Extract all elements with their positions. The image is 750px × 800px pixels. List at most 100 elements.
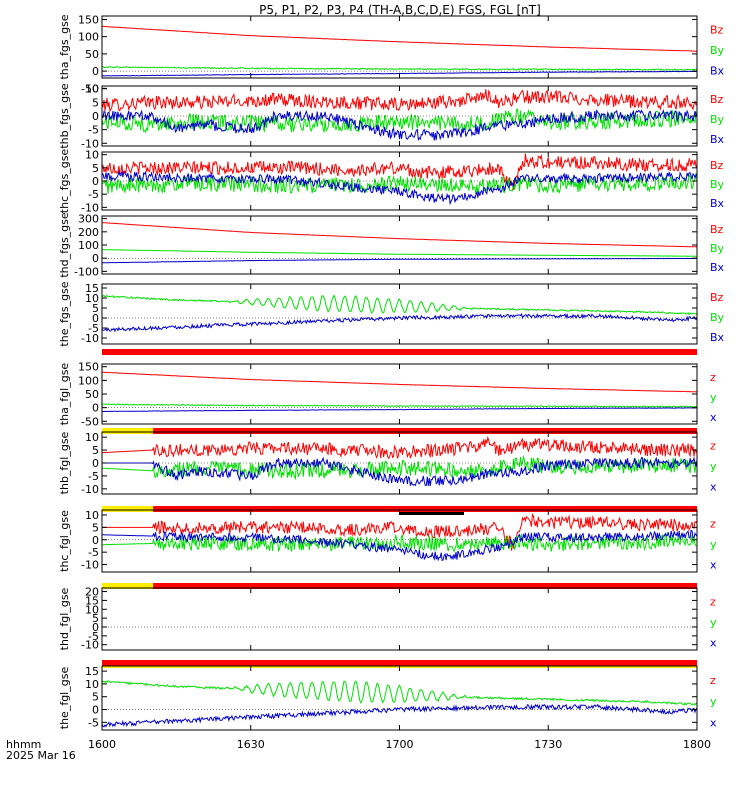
xtick-label-1700: 1700 — [386, 738, 414, 751]
series-tha_fgs_gse-Bz — [102, 25, 698, 52]
ylabel-thb_fgl_gse: thb_fgl_gse — [58, 431, 71, 494]
ytick-label-7-3: -5 — [88, 546, 99, 559]
series-thd_fgs_gse-Bz — [101, 222, 698, 248]
ytick-label-9-0: 15 — [85, 665, 99, 678]
ytick-label-0-2: 50 — [85, 48, 99, 61]
flag-bar-5-0 — [102, 428, 154, 434]
ytick-label-0-0: 150 — [78, 13, 99, 26]
x-axis-label-date: 2025 Mar 16 — [6, 749, 76, 762]
legend-thb_fgl_gse-x: x — [710, 481, 717, 494]
ytick-label-9-2: 5 — [92, 691, 99, 704]
xtick-label-1630: 1630 — [237, 738, 265, 751]
legend-thc_fgl_gse-y: y — [710, 538, 717, 551]
legend-the_fgl_gse-z: z — [710, 674, 716, 687]
ytick-label-3-2: 100 — [78, 239, 99, 252]
series-thd_fgs_gse-Bx — [102, 257, 697, 264]
series-the_fgs_gse-By — [101, 294, 698, 316]
legend-tha_fgs_gse-Bx: Bx — [710, 65, 725, 78]
legend-tha_fgl_gse-y: y — [710, 391, 717, 404]
series-the_fgs_gse-Bx — [101, 312, 698, 333]
ylabel-tha_fgl_gse: tha_fgl_gse — [58, 363, 71, 426]
ytick-label-6-1: 5 — [92, 444, 99, 457]
ytick-label-4-3: 0 — [92, 312, 99, 325]
series-thc_fgl_gse-z — [102, 513, 698, 551]
ylabel-thc_fgl_gse: thc_fgl_gse — [58, 510, 71, 572]
series-thb_fgl_gse-y — [102, 455, 698, 481]
legend-thd_fgs_gse-Bx: Bx — [710, 261, 725, 274]
ytick-label-8-3: 5 — [92, 612, 99, 625]
ytick-label-0-4: -50 — [81, 82, 99, 95]
legend-tha_fgs_gse-Bz: Bz — [710, 24, 724, 37]
ytick-label-5-1: 100 — [78, 374, 99, 387]
ytick-label-6-4: -10 — [81, 483, 99, 496]
flag-bar-4-0 — [102, 349, 697, 355]
ytick-label-7-2: 0 — [92, 534, 99, 547]
ylabel-the_fgs_gse: the_fgs_gse — [58, 281, 71, 346]
panel-frame-4 — [101, 283, 698, 345]
ytick-label-0-1: 100 — [78, 31, 99, 44]
ytick-label-9-1: 10 — [85, 678, 99, 691]
ytick-label-8-1: 15 — [85, 594, 99, 607]
flag-bar-6-0 — [102, 506, 154, 512]
ytick-label-9-3: 0 — [92, 704, 99, 717]
xtick-label-1800: 1800 — [683, 738, 711, 751]
panel-frame-5 — [101, 363, 698, 425]
series-the_fgl_gse-y — [101, 680, 698, 706]
legend-the_fgl_gse-x: x — [710, 716, 717, 729]
series-the_fgl_gse-x — [101, 703, 698, 728]
ytick-label-5-2: 50 — [85, 388, 99, 401]
legend-tha_fgs_gse-By: By — [710, 44, 725, 57]
legend-thc_fgl_gse-x: x — [710, 559, 717, 572]
ytick-label-8-0: 20 — [85, 586, 99, 599]
legend-the_fgs_gse-Bx: Bx — [710, 331, 725, 344]
legend-tha_fgl_gse-x: x — [710, 411, 717, 424]
legend-the_fgs_gse-Bz: Bz — [710, 291, 724, 304]
panel-frame-8 — [101, 587, 698, 651]
series-thc_fgs_gse-By — [101, 173, 698, 195]
series-thb_fgl_gse-x — [102, 456, 698, 487]
series-tha_fgl_gse-x — [102, 407, 698, 413]
ytick-label-3-4: -100 — [74, 265, 99, 278]
flag-bar-7-0 — [102, 583, 154, 589]
ytick-label-2-4: -10 — [81, 201, 99, 214]
ytick-label-1-4: -10 — [81, 137, 99, 150]
legend-tha_fgl_gse-z: z — [710, 371, 716, 384]
ylabel-thd_fgs_gse: thd_fgs_gse — [58, 212, 71, 278]
legend-the_fgs_gse-By: By — [710, 311, 725, 324]
legend-thc_fgs_gse-Bx: Bx — [710, 197, 725, 210]
ytick-label-5-3: 0 — [92, 402, 99, 415]
x-axis-label-units: hhmm — [6, 738, 41, 751]
ytick-label-8-4: 0 — [92, 621, 99, 634]
ytick-label-8-2: 10 — [85, 603, 99, 616]
ylabel-thd_fgl_gse: thd_fgl_gse — [58, 587, 71, 650]
flag-bar-6-1 — [153, 506, 698, 512]
ytick-label-2-2: 0 — [92, 175, 99, 188]
series-thb_fgs_gse-Bz — [101, 89, 698, 113]
ytick-label-0-3: 0 — [92, 65, 99, 78]
ytick-label-2-0: 10 — [85, 149, 99, 162]
legend-thb_fgs_gse-Bx: Bx — [710, 133, 725, 146]
legend-thb_fgl_gse-z: z — [710, 440, 716, 453]
legend-thb_fgs_gse-By: By — [710, 113, 725, 126]
panel-frame-9 — [101, 665, 698, 731]
series-thc_fgl_gse-x — [102, 529, 698, 562]
ylabel-thb_fgs_gse: thb_fgs_gse — [58, 83, 71, 149]
series-thb_fgs_gse-Bx — [101, 108, 698, 142]
series-tha_fgl_gse-y — [101, 403, 697, 408]
flag-bar-9-0 — [102, 660, 697, 666]
ytick-label-8-6: -10 — [81, 639, 99, 652]
ytick-label-1-1: 5 — [92, 96, 99, 109]
xtick-label-1730: 1730 — [534, 738, 562, 751]
ytick-label-9-4: -5 — [88, 716, 99, 729]
ytick-label-4-4: -5 — [88, 322, 99, 335]
legend-thd_fgs_gse-Bz: Bz — [710, 223, 724, 236]
series-thc_fgs_gse-Bz — [101, 153, 698, 190]
legend-thd_fgl_gse-x: x — [710, 637, 717, 650]
ytick-label-3-1: 200 — [78, 226, 99, 239]
